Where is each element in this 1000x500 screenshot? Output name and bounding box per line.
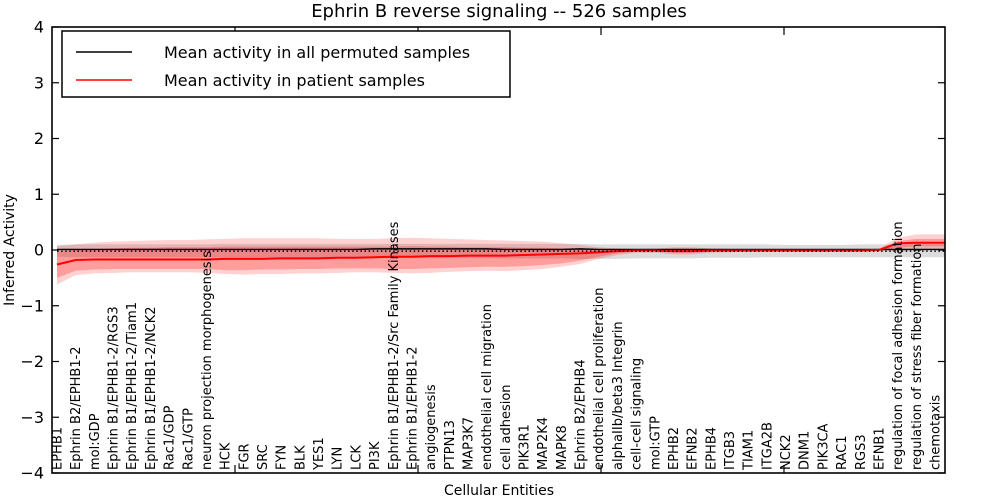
x-category-label: PIK3CA: [816, 423, 831, 470]
x-category-label: Ephrin B1/EPHB1-2/Tiam1: [125, 302, 140, 470]
x-category-label: LYN: [331, 447, 346, 470]
x-category-label: EFNB2: [686, 427, 701, 470]
x-category-label: endothelial cell migration: [480, 304, 495, 470]
y-tick-label: 2: [34, 129, 44, 148]
x-category-label: MAP2K4: [536, 417, 551, 470]
x-category-label: cell-cell signaling: [630, 358, 645, 470]
x-category-label: alphaIIb/beta3 Integrin: [611, 321, 626, 470]
x-category-label: HCK: [219, 442, 234, 470]
x-category-label: LCK: [349, 445, 364, 470]
legend-box: [61, 30, 511, 98]
x-category-label: TIAM1: [742, 430, 757, 471]
x-category-label: FYN: [275, 445, 290, 470]
x-category-label: PI3K: [368, 441, 383, 470]
x-category-label: neuron projection morphogenesis: [200, 251, 215, 470]
x-category-labels: EPHB1 Ephrin B2/EPHB1-2 mol:GDP Ephrin B1/E…: [51, 221, 944, 471]
x-category-label: EPHB1: [51, 427, 66, 470]
x-category-label: EPHB2: [667, 427, 682, 470]
x-category-label: NCK2: [779, 434, 794, 470]
y-axis-label: Inferred Activity: [2, 194, 18, 306]
x-category-label: PTPN13: [443, 420, 458, 470]
y-tick-label: −4: [20, 464, 44, 483]
y-tick-label: −1: [20, 296, 44, 315]
x-category-label: endothelial cell proliferation: [592, 288, 607, 471]
x-category-label: regulation of stress fiber formation: [910, 243, 925, 470]
x-category-label: EPHB4: [704, 427, 719, 470]
legend-label-permuted: Mean activity in all permuted samples: [164, 43, 470, 62]
x-category-label: ITGB3: [723, 431, 738, 470]
y-tick-label: −2: [20, 352, 44, 371]
x-category-label: Ephrin B1/EPHB1-2/NCK2: [144, 306, 159, 470]
x-category-label: cell adhesion: [499, 384, 514, 470]
x-category-label: RAC1: [835, 435, 850, 470]
x-category-label: MAPK8: [555, 425, 570, 470]
patient-std-inner-band: [57, 238, 945, 278]
x-category-label: Ephrin B2/EPHB1-2: [69, 346, 84, 470]
legend: Mean activity in all permuted samples Me…: [61, 30, 511, 98]
series-layer: [56, 241, 945, 266]
x-category-label: DNM1: [798, 431, 813, 470]
x-axis-label: Cellular Entities: [444, 483, 554, 499]
x-category-label: regulation of focal adhesion formation: [891, 221, 906, 470]
x-category-label: Ephrin B1/EPHB1-2: [405, 346, 420, 470]
x-category-label: SRC: [256, 444, 271, 470]
legend-label-patient: Mean activity in patient samples: [164, 71, 425, 90]
x-category-label: mol:GTP: [648, 416, 663, 470]
x-category-label: Ephrin B1/EPHB1-2/RGS3: [107, 306, 122, 470]
x-category-label: Rac1/GTP: [181, 408, 196, 470]
y-tick-label: 4: [34, 18, 44, 37]
x-category-label: Ephrin B2/EPHB4: [574, 359, 589, 470]
patient-std-outer-band: [57, 234, 945, 285]
x-category-label: EFNB1: [872, 427, 887, 470]
y-tick-label: 3: [34, 73, 44, 92]
x-category-label: BLK: [293, 445, 308, 470]
x-category-label: RGS3: [854, 434, 869, 470]
y-tick-label: −3: [20, 408, 44, 427]
x-category-label: Rac1/GDP: [163, 405, 178, 470]
y-axis-ticks: 4 3 2 1 0 −1 −2 −3 −4: [20, 18, 945, 483]
y-tick-label: 1: [34, 185, 44, 204]
x-category-label: ITGA2B: [760, 422, 775, 470]
y-tick-label: 0: [34, 241, 44, 260]
x-category-label: YES1: [312, 437, 327, 471]
x-category-label: PIK3R1: [518, 424, 533, 470]
permuted-mean-line: [57, 248, 945, 251]
x-category-label: angiogenesis: [424, 384, 439, 470]
x-category-label: FGR: [237, 443, 252, 470]
x-category-label: Ephrin B1/EPHB1-2/Src Family Kinases: [387, 221, 402, 470]
x-category-label: chemotaxis: [929, 395, 944, 470]
x-category-label: mol:GDP: [88, 413, 103, 470]
x-category-label: MAP3K7: [461, 417, 476, 470]
chart-title: Ephrin B reverse signaling -- 526 sample…: [311, 1, 687, 22]
